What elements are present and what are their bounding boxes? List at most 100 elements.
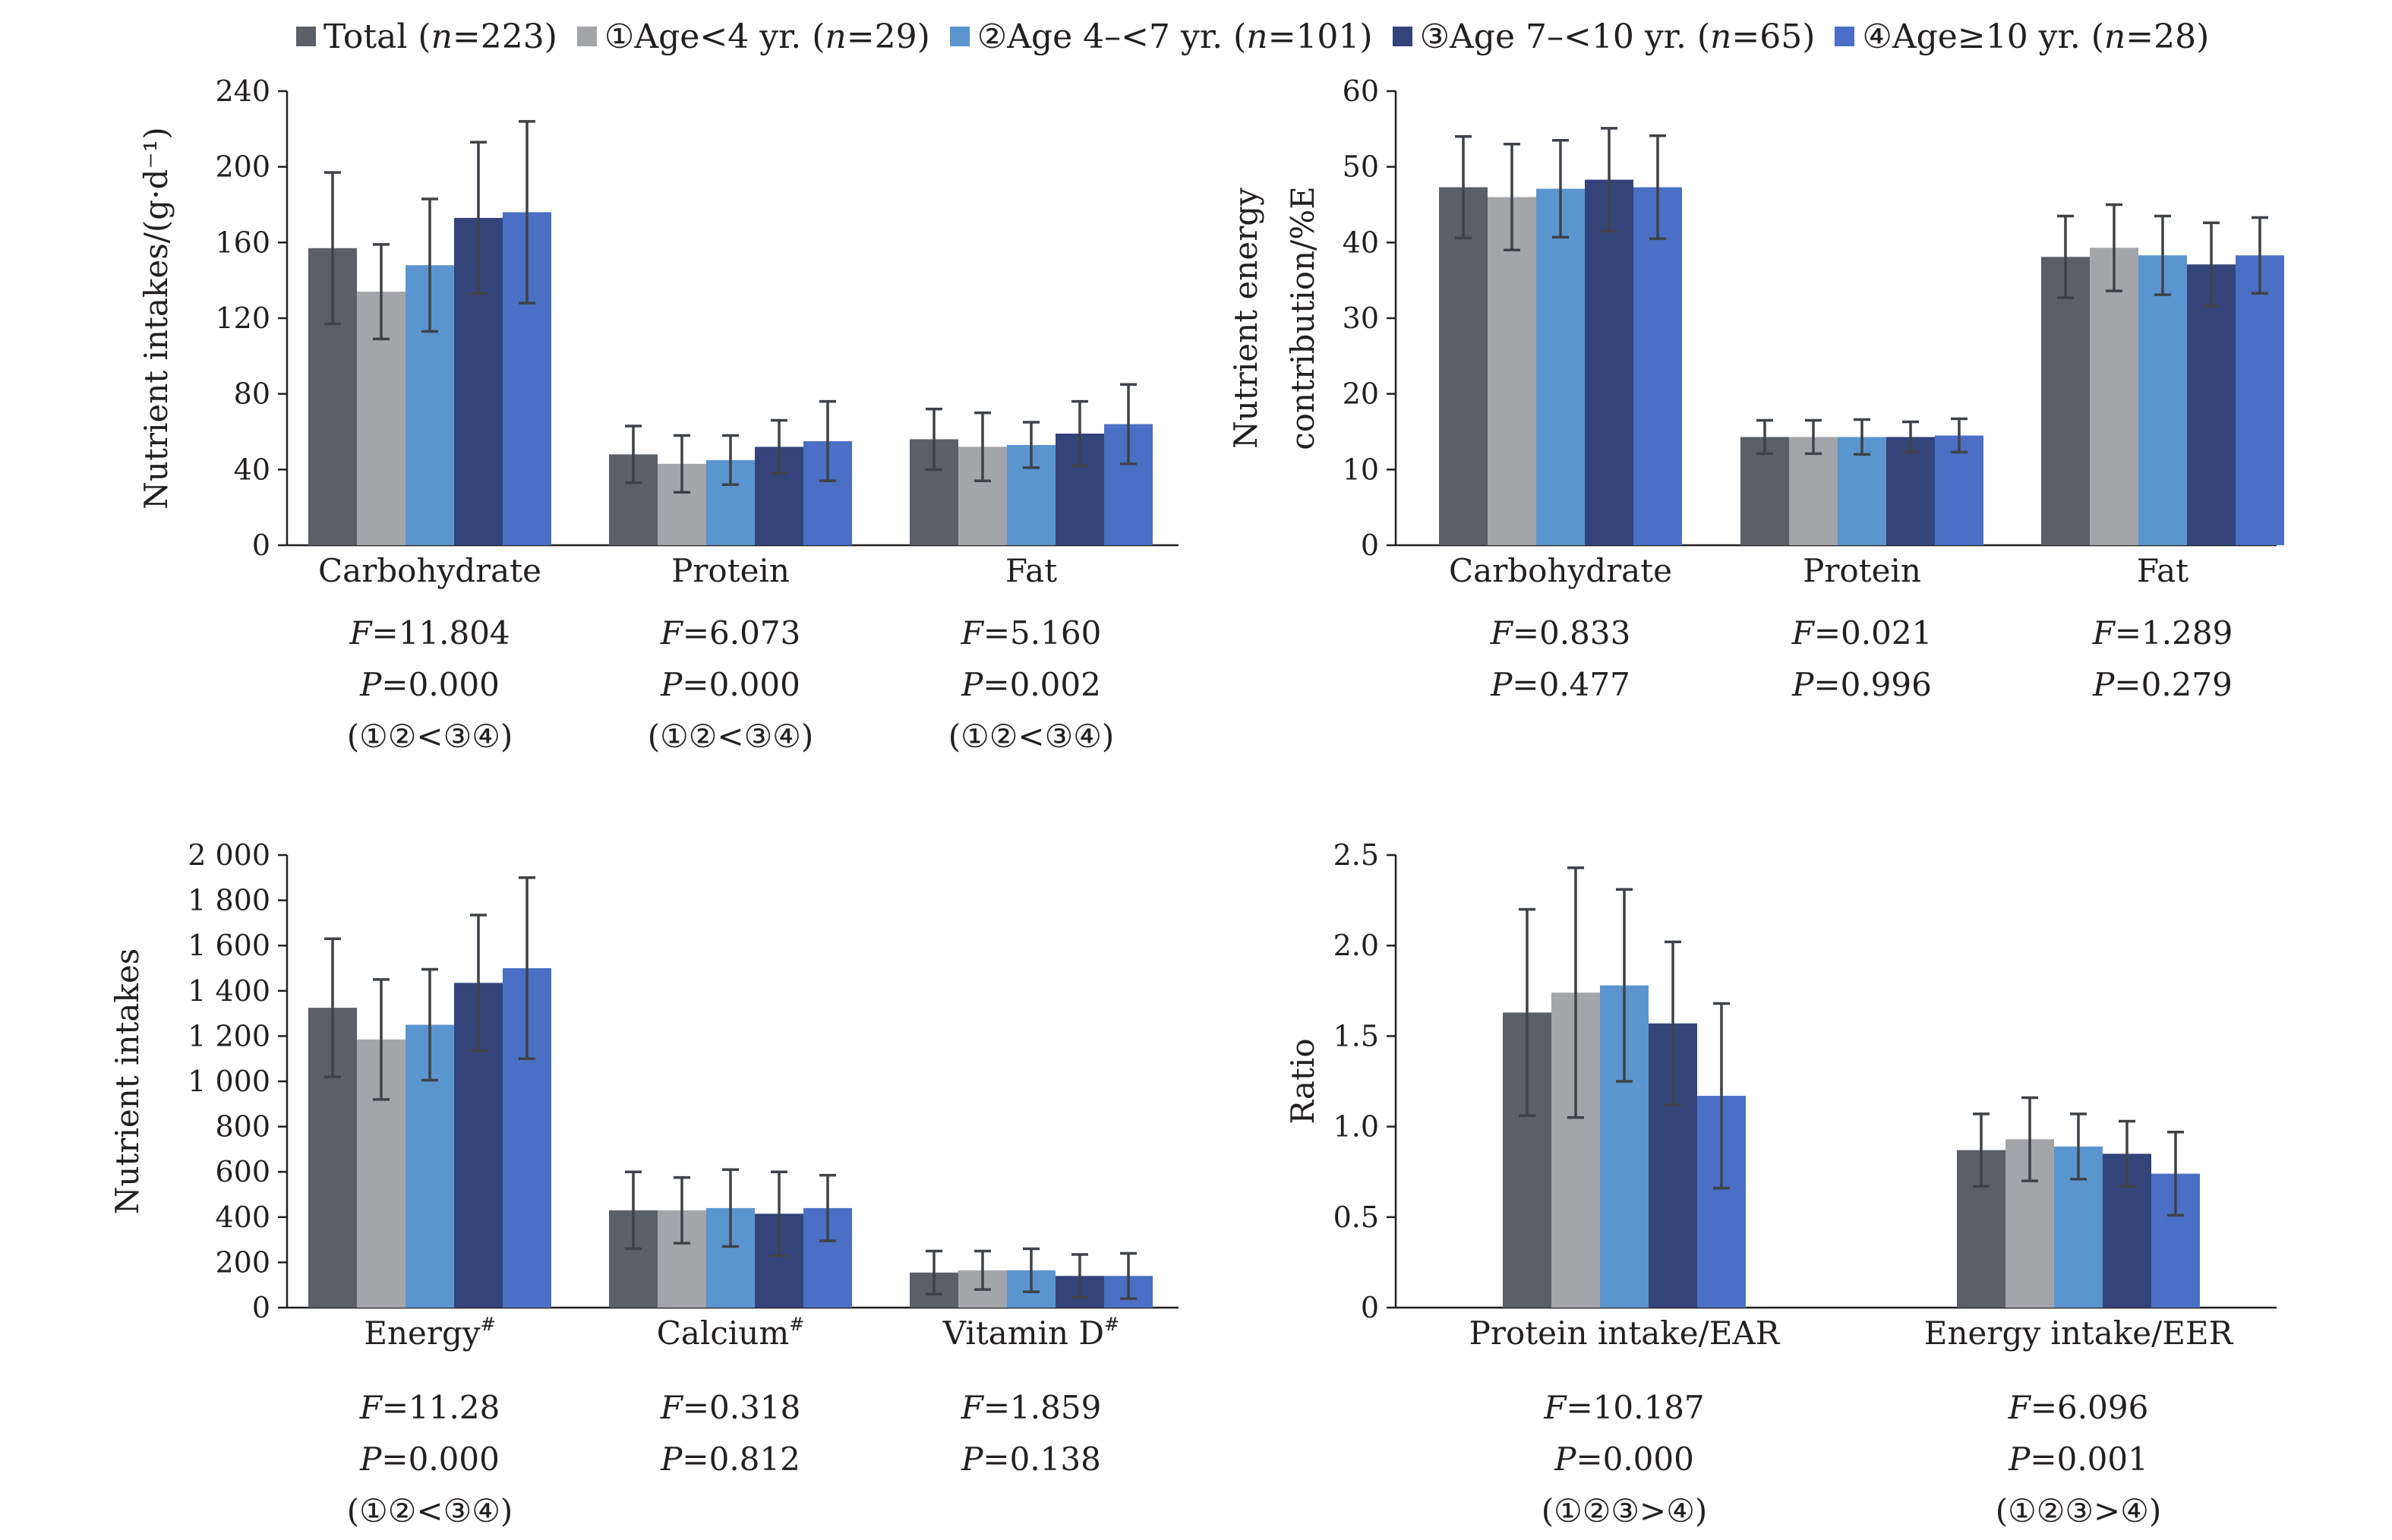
category-label: Calcium#: [657, 1314, 805, 1352]
category-label: Energy#: [364, 1314, 495, 1352]
stat-f: F=6.096: [2008, 1389, 2149, 1426]
stat-comparison: (①②<③④): [347, 718, 513, 755]
bar: [2187, 264, 2236, 545]
legend-label: ③Age 7–<10 yr. (n=65): [1419, 17, 1816, 56]
stat-p: P=0.002: [961, 666, 1101, 703]
category-label: Carbohydrate: [318, 552, 541, 589]
y-tick-label: 60: [1343, 74, 1379, 108]
chart-panel-4: 0 0.5 1.0 1.5 2.0 2.5 Ratio Protein intake/EAR F…: [1284, 838, 2277, 1529]
y-tick-label: 1 800: [188, 884, 270, 917]
y-tick-label: 400: [215, 1201, 270, 1234]
stat-p: P=0.000: [359, 666, 500, 703]
stat-p: P=0.001: [2008, 1441, 2148, 1478]
legend-swatch: [1835, 27, 1855, 46]
y-tick-label: 0.5: [1333, 1201, 1379, 1234]
y-tick-label: 20: [1343, 377, 1379, 411]
stat-p: P=0.138: [961, 1441, 1101, 1478]
category-label: Protein: [671, 552, 790, 589]
legend-label: ①Age<4 yr. (n=29): [604, 17, 930, 56]
y-tick-label: 0: [252, 1291, 270, 1324]
y-axis-label: Nutrient intakes: [109, 948, 146, 1215]
stat-f: F=10.187: [1543, 1389, 1704, 1426]
y-tick-label: 2 000: [188, 838, 270, 872]
y-tick-label: 1 600: [188, 929, 270, 962]
y-tick-label: 2.5: [1333, 838, 1379, 872]
legend-swatch: [949, 27, 970, 46]
bar: [1633, 187, 1682, 545]
y-tick-label: 200: [215, 150, 270, 184]
bar: [2236, 255, 2284, 545]
legend-item: ④Age≥10 yr. (n=28): [1835, 17, 2209, 56]
y-tick-label: 2.0: [1333, 929, 1379, 962]
legend-item: ①Age<4 yr. (n=29): [576, 17, 930, 56]
y-tick-label: 10: [1343, 453, 1379, 486]
y-tick-label: 120: [215, 301, 270, 335]
stat-p: P=0.477: [1490, 666, 1630, 703]
y-tick-label: 0: [1361, 529, 1379, 562]
y-axis-label: Nutrient energy: [1227, 188, 1264, 449]
stat-f: F=0.021: [1791, 614, 1933, 652]
stat-f: F=11.804: [349, 614, 510, 652]
bar: [1886, 437, 1935, 545]
category-label: Protein: [1803, 552, 1921, 589]
bar: [1585, 179, 1633, 546]
y-tick-label: 0: [252, 529, 270, 562]
stat-f: F=5.160: [961, 614, 1102, 652]
category-label: Protein intake/EAR: [1469, 1314, 1781, 1352]
stat-p: P=0.279: [2092, 666, 2233, 703]
y-axis-label: Ratio: [1284, 1038, 1321, 1124]
legend-item: ②Age 4–<7 yr. (n=101): [949, 17, 1373, 56]
stat-p: P=0.000: [660, 666, 800, 703]
stat-f: F=11.28: [359, 1389, 500, 1426]
legend-label: Total (n=223): [323, 17, 557, 56]
legend-item: Total (n=223): [296, 17, 557, 56]
stat-f: F=0.318: [660, 1389, 801, 1426]
y-tick-label: 40: [234, 453, 270, 486]
y-tick-label: 600: [215, 1155, 270, 1188]
y-tick-label: 50: [1343, 150, 1379, 184]
y-tick-label: 240: [215, 74, 270, 108]
bar: [2138, 255, 2187, 545]
stat-p: P=0.000: [1554, 1441, 1694, 1478]
y-tick-label: 40: [1343, 226, 1379, 259]
bar: [1439, 187, 1488, 545]
bar: [1536, 188, 1585, 545]
stat-f: F=1.289: [2092, 614, 2233, 652]
stat-p: P=0.812: [660, 1441, 800, 1478]
y-tick-label: 0: [1361, 1291, 1379, 1324]
stat-comparison: (①②<③④): [648, 718, 814, 755]
stat-comparison: (①②③>④): [1996, 1492, 2162, 1529]
bar: [2041, 257, 2090, 545]
y-tick-label: 1 400: [188, 974, 270, 1008]
category-label: Fat: [2137, 552, 2188, 589]
y-tick-label: 160: [215, 226, 270, 259]
y-tick-label: 1 000: [188, 1065, 270, 1098]
legend-swatch: [576, 27, 597, 46]
chart-panel-2: 0 10 20 30 40 50 60 Nutrient energy contribution…: [1227, 74, 2284, 703]
chart-legend: Total (n=223) ①Age<4 yr. (n=29) ②Age 4–<7 …: [296, 6, 2346, 67]
stat-comparison: (①②<③④): [948, 718, 1115, 755]
stat-f: F=0.833: [1490, 614, 1631, 652]
legend-swatch: [1392, 27, 1412, 46]
chart-panel-3: 0 200 400 600 800 1 000 1 200 1 400 1 600 1 800 2 …: [109, 838, 1179, 1529]
stat-p: P=0.000: [359, 1441, 500, 1478]
legend-label: ②Age 4–<7 yr. (n=101): [977, 17, 1373, 56]
chart-panel-1: 0 40 80 120 160 200 240 Nutrient intakes/(g·d⁻¹…: [137, 74, 1179, 755]
y-tick-label: 1 200: [188, 1019, 270, 1052]
legend-swatch: [296, 27, 316, 46]
category-label: Carbohydrate: [1449, 552, 1672, 589]
bar: [1740, 437, 1789, 545]
stat-p: P=0.996: [1791, 666, 1932, 703]
y-axis-label: contribution/%E: [1284, 186, 1321, 450]
bar: [1488, 197, 1536, 545]
bar: [1789, 437, 1838, 545]
legend-item: ③Age 7–<10 yr. (n=65): [1392, 17, 1816, 56]
y-tick-label: 1.5: [1333, 1019, 1379, 1052]
stat-f: F=6.073: [660, 614, 801, 652]
category-label: Energy intake/EER: [1924, 1314, 2234, 1352]
stat-comparison: (①②③>④): [1542, 1492, 1708, 1529]
stat-comparison: (①②<③④): [347, 1492, 513, 1529]
y-tick-label: 1.0: [1333, 1110, 1379, 1144]
y-tick-label: 30: [1343, 301, 1379, 335]
